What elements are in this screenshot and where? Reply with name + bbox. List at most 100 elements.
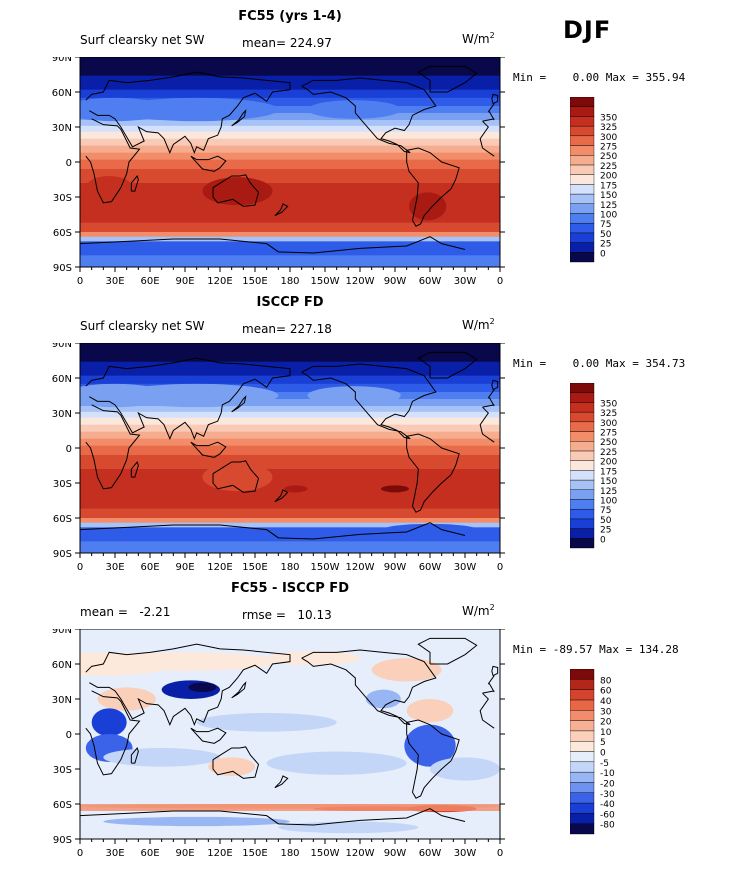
lon-tick-label: 120E: [207, 276, 232, 287]
panel-left-label: Surf clearsky net SW: [80, 33, 205, 47]
coastline-antarctica: [80, 808, 466, 826]
lat-tick-label: 0: [66, 730, 72, 741]
field-band: [80, 113, 500, 121]
lon-tick-label: 60E: [140, 848, 159, 859]
lat-tick-label: 30S: [53, 765, 72, 776]
colorbar-label: 325: [600, 123, 617, 133]
field-band: [80, 383, 500, 393]
field-feature: [202, 177, 273, 206]
lat-tick-label: 60S: [53, 800, 72, 811]
lat-tick-label: 30N: [52, 695, 72, 706]
panel-min-max: Min = 0.00 Max = 355.94: [513, 71, 686, 84]
field-feature: [103, 748, 220, 767]
colorbar-box: [570, 669, 595, 680]
field-feature: [278, 821, 419, 834]
lon-tick-label: 0: [497, 562, 503, 573]
colorbar-box: [570, 538, 595, 549]
panel-units: W/m2: [462, 603, 495, 618]
lon-tick-label: 150W: [311, 562, 340, 573]
lon-tick-label: 30W: [454, 276, 477, 287]
field-feature: [409, 192, 447, 221]
colorbar-box: [570, 782, 595, 793]
colorbar-box: [570, 106, 595, 117]
colorbar-box: [570, 479, 595, 490]
lat-tick-label: 90N: [52, 343, 72, 350]
coastline-north-america: [301, 363, 437, 440]
field-band: [80, 431, 500, 440]
field-feature: [307, 100, 401, 119]
colorbar-box: [570, 193, 595, 204]
coastline-africa: [482, 118, 495, 122]
field-feature: [430, 757, 500, 781]
field-feature: [115, 97, 279, 122]
lon-tick-label: 150E: [242, 276, 267, 287]
field-feature: [85, 176, 133, 200]
map-plot: 0 30E 60E 90E 120E 150E 180 150W 120W 90W 60W 30W 09…: [52, 343, 505, 573]
colorbar-box: [570, 528, 595, 539]
colorbar-label: 275: [600, 143, 617, 153]
coastline-new-zealand: [274, 775, 289, 789]
colorbar-box: [570, 470, 595, 481]
lat-tick-label: 60S: [53, 228, 72, 239]
coastline-indonesia: [190, 727, 227, 744]
field-feature: [365, 689, 401, 709]
coastline-eurasia: [487, 389, 495, 399]
map-plot: 0 30E 60E 90E 120E 150E 180 150W 120W 90W 60W 30W 09…: [52, 57, 505, 287]
coastline-japan: [231, 395, 247, 413]
colorbar-label: 60: [600, 687, 612, 697]
coastline-eurasia: [487, 103, 495, 113]
coastline-eurasia: [85, 357, 291, 441]
coastline-africa: [482, 404, 495, 408]
coastline-greenland: [417, 351, 478, 379]
colorbar-label: 175: [600, 181, 617, 191]
coastline-africa: [479, 406, 495, 443]
coastline-africa: [85, 404, 141, 490]
lat-tick-label: 60S: [53, 514, 72, 525]
field-band: [80, 232, 500, 238]
colorbar-box: [570, 740, 595, 752]
lat-tick-label: 60N: [52, 88, 72, 99]
field-band: [80, 241, 500, 256]
colorbar-label: 125: [600, 201, 617, 211]
coastline-eurasia: [488, 111, 495, 121]
coastline-eurasia: [487, 675, 495, 685]
field-feature: [91, 708, 127, 737]
coastline-new-zealand: [274, 203, 289, 217]
colorbar-box: [570, 135, 595, 146]
colorbar-label: 325: [600, 409, 617, 419]
units-base: W/m: [462, 604, 490, 618]
colorbar-label: 75: [600, 220, 611, 230]
lon-tick-label: 0: [77, 276, 83, 287]
field-feature: [284, 485, 308, 493]
colorbar-box: [570, 761, 595, 773]
lon-tick-label: 90E: [175, 276, 194, 287]
field-band: [80, 541, 500, 553]
field-band: [80, 438, 500, 447]
lat-tick-label: 90S: [53, 263, 72, 274]
colorbar-label: 20: [600, 718, 612, 728]
units-base: W/m: [462, 32, 490, 46]
colorbar-label: 200: [600, 172, 617, 182]
lon-tick-label: 60W: [419, 848, 442, 859]
colorbar-label: 10: [600, 728, 612, 738]
lon-tick-label: 150W: [311, 848, 340, 859]
field-band: [80, 417, 500, 426]
lat-tick-label: 60N: [52, 374, 72, 385]
colorbar-label: 175: [600, 467, 617, 477]
colorbar-label: 225: [600, 162, 617, 172]
colorbar-label: -10: [600, 769, 615, 779]
colorbar-box: [570, 508, 595, 520]
colorbar-label: 50: [600, 516, 612, 526]
coastline-madagascar: [130, 174, 139, 192]
colorbar-box: [570, 184, 595, 195]
field-band: [80, 445, 500, 456]
colorbar-box: [570, 164, 595, 175]
colorbar-label: -5: [600, 759, 609, 769]
coastline-africa: [85, 118, 141, 204]
field-band: [80, 169, 500, 184]
lon-tick-label: 90W: [384, 848, 407, 859]
lon-tick-label: 60W: [419, 562, 442, 573]
field-band: [80, 106, 500, 114]
field-feature: [383, 523, 477, 536]
field-feature: [103, 816, 290, 827]
